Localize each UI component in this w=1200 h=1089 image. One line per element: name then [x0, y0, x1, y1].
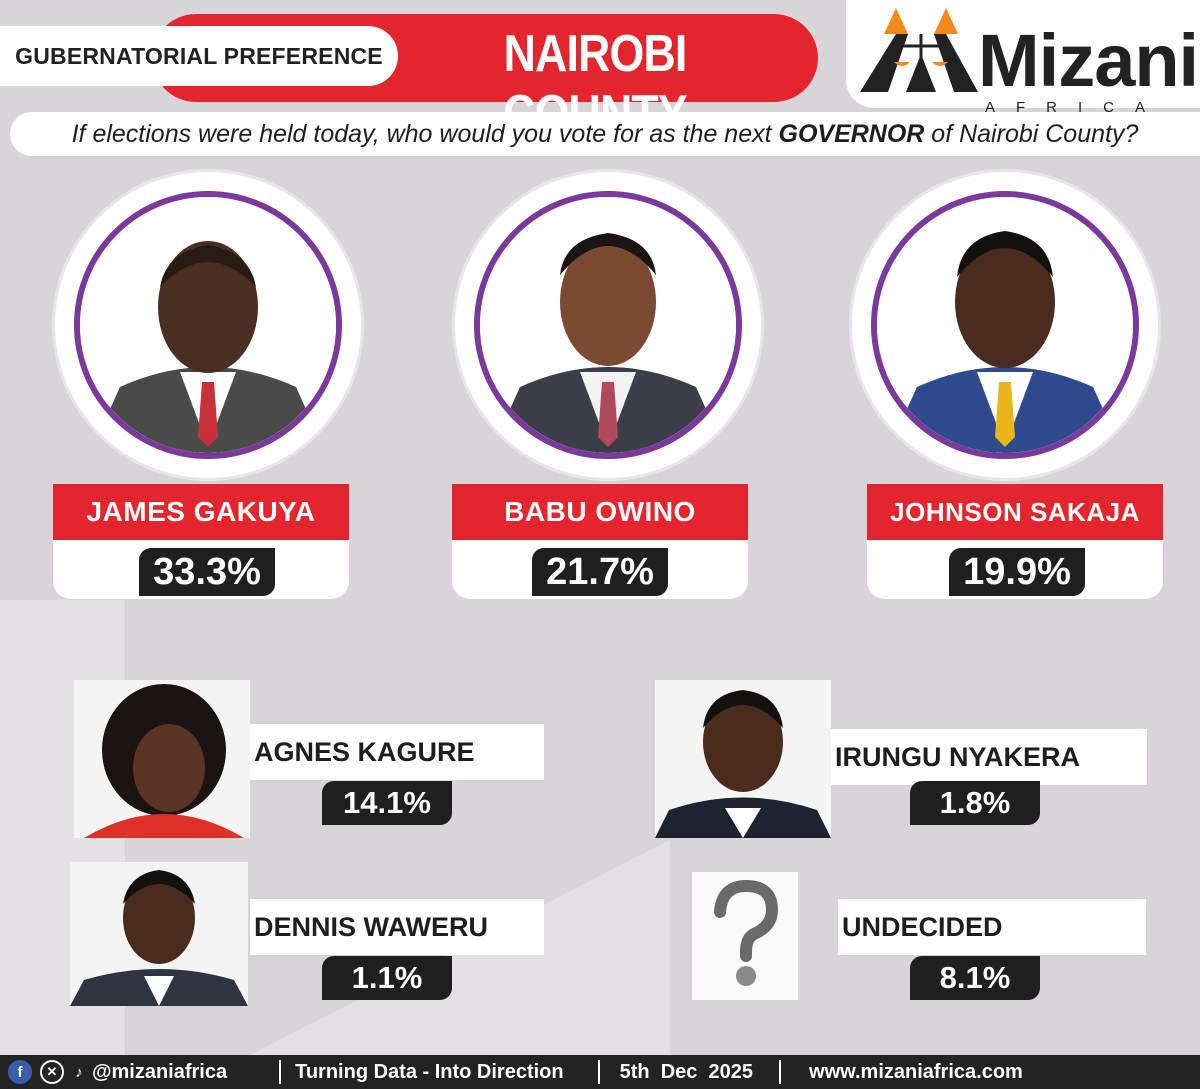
question-mark-icon [692, 872, 798, 1000]
candidate-name: JOHNSON SAKAJA [890, 496, 1140, 527]
candidate-percentage: 33.3% [139, 548, 275, 596]
candidate-label: IRUNGU NYAKERA [831, 729, 1147, 785]
candidate-percentage: 19.9% [949, 548, 1085, 596]
top-candidate-card: BABU OWINO 21.7% [452, 484, 748, 599]
candidate-percentage: 8.1% [910, 956, 1040, 1000]
top-candidate-card: JOHNSON SAKAJA 19.9% [867, 484, 1163, 599]
footer-tagline: Turning Data - Into Direction [295, 1060, 564, 1083]
logo-sub-text: AFRICA [985, 99, 1167, 116]
mizani-logo-mark-icon [860, 8, 978, 92]
candidate-label: UNDECIDED [838, 899, 1146, 955]
candidate-portrait-2 [455, 172, 761, 478]
footer-handle[interactable]: @mizaniafrica [92, 1060, 228, 1083]
candidate-photo-dennis [70, 862, 248, 1006]
footer-bar: f ✕ ♪ @mizaniafrica Turning Data - Into … [0, 1055, 1200, 1089]
top-candidate-card: JAMES GAKUYA 33.3% [53, 484, 349, 599]
footer-website[interactable]: www.mizaniafrica.com [809, 1060, 1023, 1083]
candidate-name-bar: BABU OWINO [452, 484, 748, 540]
candidate-photo [480, 197, 736, 453]
tiktok-icon[interactable]: ♪ [75, 1063, 83, 1081]
candidate-percentage: 1.1% [322, 956, 452, 1000]
logo-box [846, 0, 1200, 108]
candidate-label: DENNIS WAWERU [250, 899, 544, 955]
candidate-name-bar: JAMES GAKUYA [53, 484, 349, 540]
header-label: GUBERNATORIAL PREFERENCE [15, 42, 383, 69]
candidate-photo [74, 680, 250, 838]
footer-date: 5th Dec 2025 [619, 1060, 754, 1083]
candidate-portrait-3 [852, 172, 1158, 478]
question-prefix: If elections were held today, who would … [71, 119, 779, 148]
candidate-name: DENNIS WAWERU [254, 911, 489, 942]
candidate-percentage: 1.8% [910, 781, 1040, 825]
footer-divider [279, 1060, 282, 1084]
footer-divider [597, 1060, 600, 1084]
candidate-name: IRUNGU NYAKERA [835, 741, 1081, 772]
candidate-name: AGNES KAGURE [254, 736, 475, 767]
question-mark-graphic [692, 872, 798, 1000]
footer-divider [779, 1060, 782, 1084]
candidate-percentage: 21.7% [532, 548, 668, 596]
survey-question: If elections were held today, who would … [10, 112, 1200, 156]
candidate-photo [70, 862, 248, 1006]
candidate-name: BABU OWINO [504, 496, 696, 527]
question-suffix: of Nairobi County? [924, 119, 1139, 148]
facebook-icon[interactable]: f [8, 1060, 32, 1084]
question-text: If elections were held today, who would … [72, 120, 1139, 149]
candidate-photo [655, 680, 831, 838]
logo-brand-text: Mizani [978, 19, 1199, 102]
candidate-portrait-1 [55, 172, 361, 478]
x-twitter-icon[interactable]: ✕ [40, 1060, 64, 1084]
candidate-name: JAMES GAKUYA [86, 496, 316, 527]
header-label-box: GUBERNATORIAL PREFERENCE [0, 26, 398, 86]
candidate-photo [877, 197, 1133, 453]
question-emphasis: GOVERNOR [778, 119, 925, 148]
candidate-name-bar: JOHNSON SAKAJA [867, 484, 1163, 540]
candidate-percentage: 14.1% [322, 781, 452, 825]
candidate-photo-irungu [655, 680, 831, 838]
candidate-photo-agnes [74, 680, 250, 838]
candidate-label: AGNES KAGURE [250, 724, 544, 780]
candidate-photo [80, 197, 336, 453]
candidate-name: UNDECIDED [842, 911, 1003, 942]
